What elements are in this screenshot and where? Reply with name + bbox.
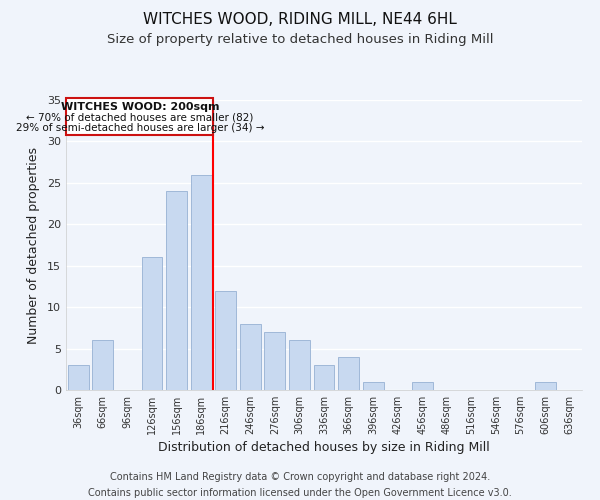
Bar (191, 174, 212, 390)
Y-axis label: Number of detached properties: Number of detached properties (27, 146, 40, 344)
Bar (362, 382, 383, 390)
Bar (166, 191, 187, 390)
Bar (142, 258, 163, 390)
Bar (289, 340, 310, 390)
Text: ← 70% of detached houses are smaller (82): ← 70% of detached houses are smaller (82… (26, 112, 254, 122)
Bar (412, 382, 433, 390)
Bar (215, 290, 236, 390)
Bar (92, 340, 113, 390)
Text: 29% of semi-detached houses are larger (34) →: 29% of semi-detached houses are larger (… (16, 123, 264, 133)
Bar (314, 365, 334, 390)
X-axis label: Distribution of detached houses by size in Riding Mill: Distribution of detached houses by size … (158, 441, 490, 454)
Text: WITCHES WOOD, RIDING MILL, NE44 6HL: WITCHES WOOD, RIDING MILL, NE44 6HL (143, 12, 457, 28)
Text: WITCHES WOOD: 200sqm: WITCHES WOOD: 200sqm (61, 102, 219, 112)
Bar (338, 357, 359, 390)
Bar (67, 98, 214, 135)
Bar (240, 324, 261, 390)
Bar (68, 365, 89, 390)
Text: Contains HM Land Registry data © Crown copyright and database right 2024.: Contains HM Land Registry data © Crown c… (110, 472, 490, 482)
Text: Contains public sector information licensed under the Open Government Licence v3: Contains public sector information licen… (88, 488, 512, 498)
Text: Size of property relative to detached houses in Riding Mill: Size of property relative to detached ho… (107, 32, 493, 46)
Bar (535, 382, 556, 390)
Bar (265, 332, 286, 390)
